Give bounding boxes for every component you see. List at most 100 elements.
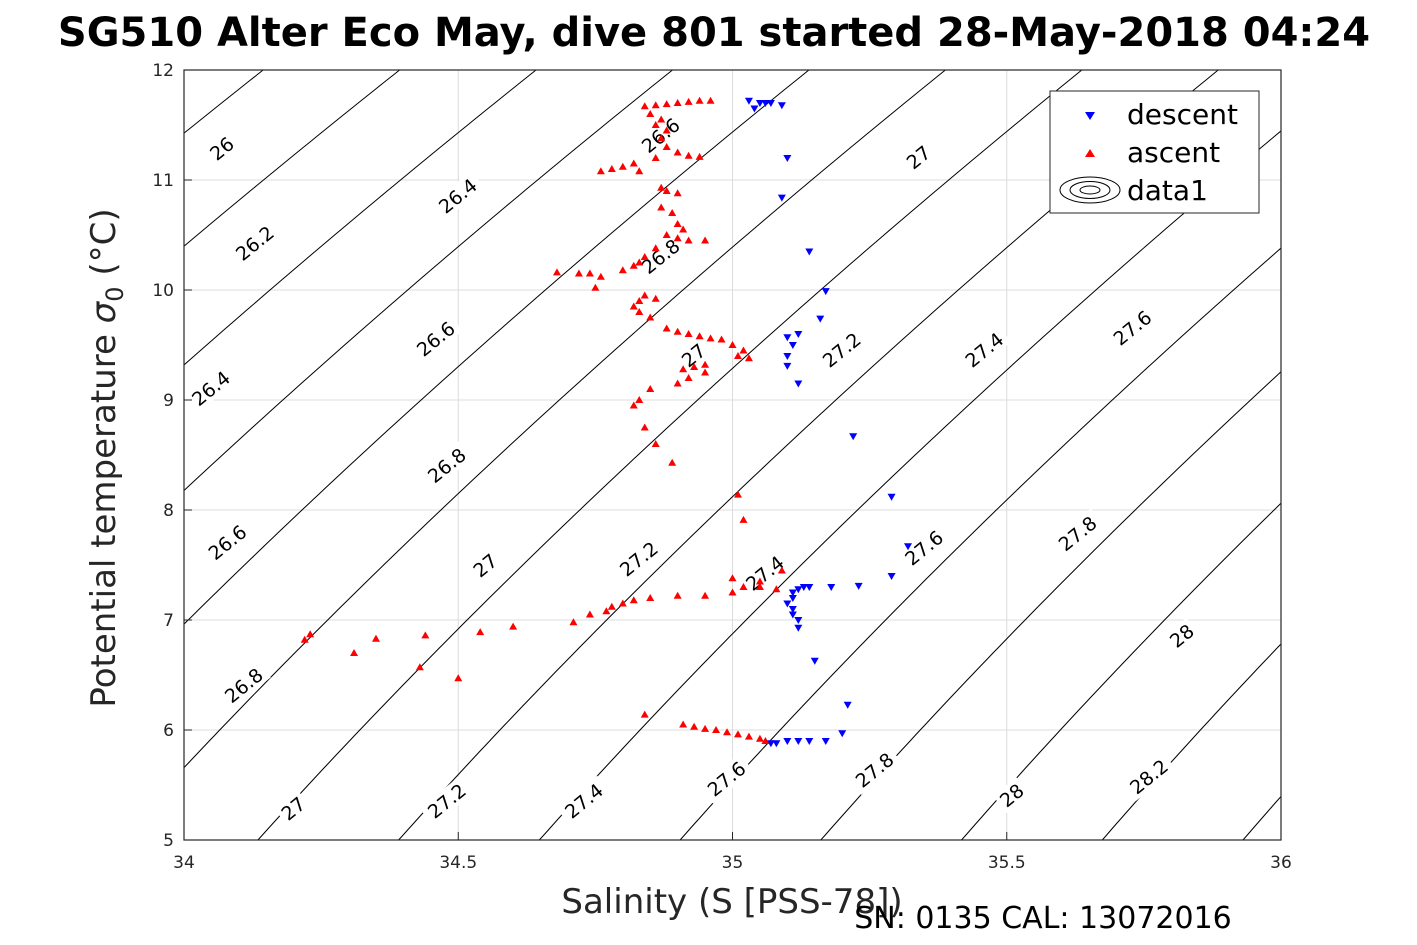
y-tick-label: 6 bbox=[163, 721, 174, 741]
descent-point bbox=[827, 584, 836, 591]
contour-label-gap bbox=[419, 440, 474, 491]
contour-label-gap bbox=[216, 660, 271, 711]
contour-label-gap bbox=[847, 745, 902, 795]
ascent-point bbox=[706, 334, 715, 342]
ascent-point bbox=[733, 730, 742, 738]
ascent-point bbox=[629, 159, 638, 167]
ascent-point bbox=[651, 154, 660, 161]
ascent-point bbox=[476, 628, 485, 636]
ascent-point bbox=[646, 313, 655, 321]
x-tick-label: 35.5 bbox=[988, 853, 1026, 873]
ascent-point bbox=[761, 737, 770, 744]
ascent-point bbox=[755, 583, 764, 590]
ascent-point bbox=[701, 724, 710, 732]
ascent-point bbox=[618, 266, 627, 274]
ascent-point bbox=[629, 261, 638, 269]
descent-point bbox=[816, 315, 825, 323]
contour-label-gap bbox=[1163, 617, 1201, 654]
ascent-point bbox=[607, 602, 616, 610]
ascent-point bbox=[657, 134, 666, 142]
ascent-point bbox=[585, 610, 594, 618]
ascent-point bbox=[728, 341, 737, 348]
ascent-point bbox=[415, 663, 424, 671]
ascent-point bbox=[569, 618, 578, 626]
ascent-point bbox=[728, 588, 737, 596]
descent-point bbox=[788, 595, 797, 602]
ascent-point bbox=[679, 365, 688, 373]
ascent-point bbox=[733, 490, 742, 498]
ascent-point bbox=[662, 143, 671, 150]
y-tick-label: 8 bbox=[163, 501, 174, 521]
ascent-point bbox=[673, 189, 682, 197]
descent-point bbox=[794, 624, 803, 632]
ascent-point bbox=[640, 423, 649, 431]
isopycnal-line bbox=[184, 70, 401, 247]
descent-point bbox=[810, 657, 819, 665]
isopycnal-line bbox=[679, 247, 1281, 840]
ascent-point bbox=[679, 720, 688, 728]
legend-data1-label: data1 bbox=[1127, 174, 1208, 207]
ascent-point bbox=[706, 96, 715, 104]
isopycnal-line bbox=[184, 70, 810, 625]
ascent-point bbox=[673, 220, 682, 227]
descent-point bbox=[788, 589, 797, 597]
contour-label-gap bbox=[633, 110, 688, 161]
ascent-point bbox=[684, 97, 693, 105]
contour-label-gap bbox=[1050, 508, 1105, 559]
ascent-point bbox=[684, 374, 693, 381]
y-axis-label-main: Potential temperature bbox=[84, 323, 124, 707]
contour-label-gap bbox=[183, 363, 238, 414]
ascent-point bbox=[635, 297, 644, 304]
chart-title: SG510 Alter Eco May, dive 801 started 28… bbox=[58, 10, 1370, 56]
ascent-point bbox=[618, 599, 627, 607]
ascent-point bbox=[701, 591, 710, 599]
ascent-point bbox=[306, 630, 315, 638]
ascent-point bbox=[673, 99, 682, 106]
descent-point bbox=[744, 97, 753, 105]
ascent-point bbox=[635, 258, 644, 266]
ascent-point bbox=[585, 269, 594, 277]
ascent-point bbox=[662, 324, 671, 332]
ascent-point bbox=[350, 649, 359, 656]
contour-label-gap bbox=[200, 517, 255, 568]
descent-point bbox=[777, 194, 786, 202]
contour-label-gap bbox=[674, 337, 713, 374]
descent-point bbox=[783, 353, 792, 360]
ascent-point bbox=[695, 332, 704, 340]
ascent-point bbox=[651, 294, 660, 302]
descent-point bbox=[887, 493, 896, 501]
ascent-point bbox=[552, 268, 561, 276]
isopycnal-line bbox=[184, 70, 537, 366]
x-tick-label: 34 bbox=[173, 853, 195, 873]
ascent-point bbox=[657, 183, 666, 191]
ascent-point bbox=[635, 308, 644, 315]
y-tick-label: 5 bbox=[163, 831, 174, 851]
ascent-point bbox=[755, 734, 764, 742]
descent-point bbox=[887, 573, 896, 580]
contour-label-gap bbox=[737, 548, 792, 598]
ascent-point bbox=[635, 396, 644, 403]
legend-ascent-marker bbox=[1085, 149, 1095, 157]
legend-descent-marker bbox=[1085, 112, 1095, 120]
descent-point bbox=[805, 584, 814, 591]
ascent-point bbox=[629, 401, 638, 409]
ascent-point bbox=[679, 225, 688, 233]
ascent-point bbox=[701, 368, 710, 376]
descent-point bbox=[805, 248, 814, 256]
descent-point bbox=[794, 617, 803, 624]
contour-label-gap bbox=[203, 130, 241, 167]
descent-point bbox=[849, 433, 858, 441]
ascent-point bbox=[673, 379, 682, 387]
ascent-point bbox=[602, 607, 611, 615]
x-axis-label: Salinity (S [PSS-78]) bbox=[561, 882, 902, 922]
ascent-point bbox=[640, 291, 649, 299]
ascent-point bbox=[739, 346, 748, 354]
contour-label-gap bbox=[227, 218, 282, 268]
ascent-point bbox=[695, 96, 704, 104]
descent-point bbox=[838, 730, 847, 738]
ascent-point bbox=[673, 591, 682, 599]
descent-point bbox=[788, 606, 797, 613]
x-tick-label: 34.5 bbox=[439, 853, 477, 873]
descent-point bbox=[783, 334, 792, 342]
